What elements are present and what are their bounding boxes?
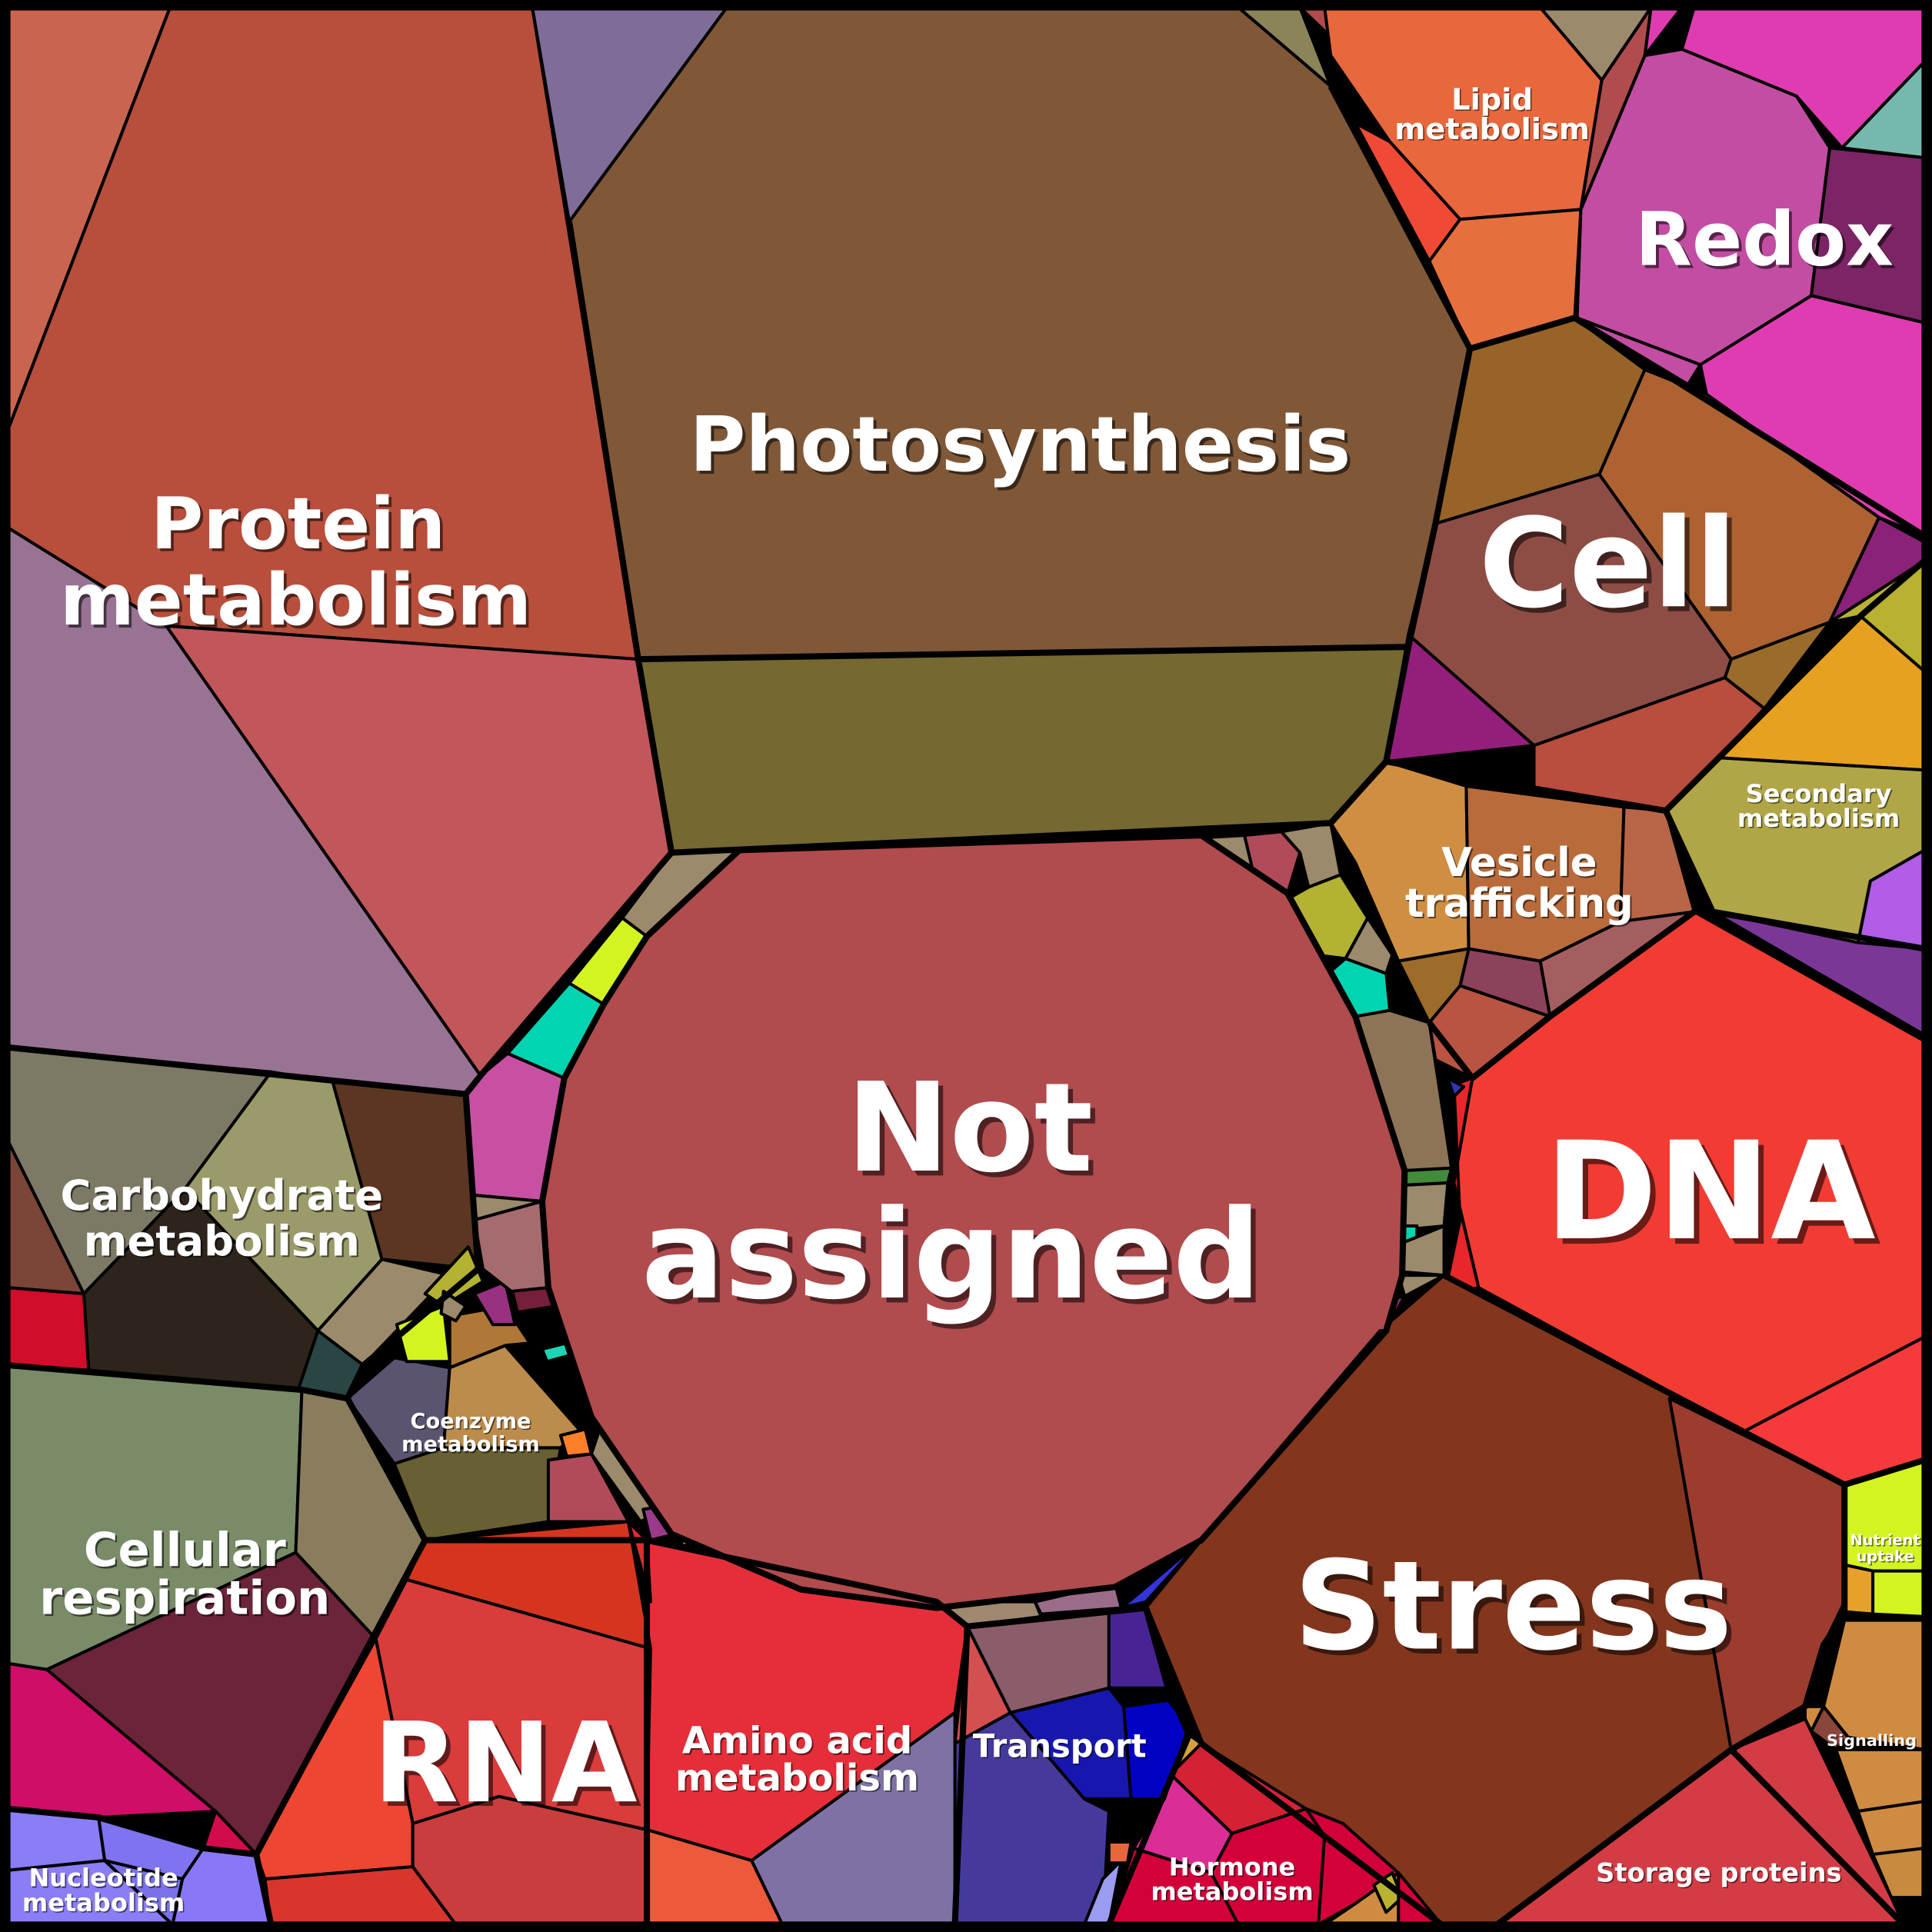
label-secondary-line1-shadow: Secondary [1747, 781, 1893, 810]
label-hormone-line1-shadow: Hormone [1170, 1854, 1297, 1883]
label-lipid-line2: metabolism [1394, 112, 1590, 147]
label-carbohydrate-line2-shadow: metabolism [85, 1218, 361, 1267]
label-photosynthesis: Photosynthesis [690, 401, 1351, 489]
region-redox[interactable] [1575, 5, 1927, 538]
label-lipid-line1-shadow: Lipid [1453, 84, 1534, 118]
label-respiration-line1: Cellular [84, 1523, 286, 1577]
label-respiration-line1-shadow: Cellular [85, 1525, 288, 1580]
label-nutrient-line2-shadow: uptake [1857, 1548, 1915, 1566]
label-coenzyme-line2: metabolism [401, 1433, 540, 1457]
label-stress-shadow: Stress [1299, 1539, 1737, 1683]
label-secondary-line2: metabolism [1737, 804, 1900, 833]
label-nucleotide-line1-shadow: Nucleotide [30, 1864, 179, 1894]
label-carbohydrate-line2: metabolism [84, 1216, 360, 1265]
region-lipid-metabolism[interactable] [1298, 5, 1653, 351]
label-secondary-line1: Secondary [1746, 779, 1892, 808]
label-nutrient-line1: Nutrient [1850, 1531, 1920, 1549]
label-vesicle-line1-shadow: Vesicle [1443, 841, 1598, 888]
label-rna-shadow: RNA [378, 1704, 641, 1833]
label-hormone-line1: Hormone [1169, 1852, 1296, 1881]
region-secondary-metabolism[interactable] [1664, 558, 1927, 951]
label-nucleotide-line1: Nucleotide [28, 1864, 178, 1893]
label-carbohydrate-line1-shadow: Carbohydrate [62, 1172, 385, 1221]
label-dna-shadow: DNA [1551, 1118, 1881, 1276]
label-rna: RNA [373, 1699, 637, 1828]
label-signalling-shadow: Signalling [1828, 1733, 1918, 1751]
label-nucleotide-line2-shadow: metabolism [23, 1889, 185, 1918]
label-not-assigned-line1: Not [846, 1056, 1093, 1200]
label-not-assigned-line2: assigned [641, 1183, 1261, 1327]
label-cell: Cell [1479, 491, 1737, 635]
label-respiration-line2-shadow: respiration [42, 1573, 332, 1627]
label-nucleotide-line2: metabolism [22, 1888, 185, 1917]
region-carbohydrate-metabolism[interactable] [5, 1045, 480, 1401]
label-protein-line1: Protein [151, 482, 445, 565]
label-coenzyme-line1-shadow: Coenzyme [411, 1411, 532, 1434]
label-hormone-line2-shadow: metabolism [1152, 1878, 1314, 1907]
label-not-assigned-line1-shadow: Not [851, 1061, 1098, 1204]
label-secondary-line2-shadow: metabolism [1739, 805, 1901, 834]
label-stress: Stress [1294, 1534, 1732, 1678]
region-cell[interactable] [1384, 316, 1927, 813]
label-coenzyme-line2-shadow: metabolism [403, 1434, 541, 1458]
label-hormone-line2: metabolism [1151, 1877, 1313, 1906]
label-not-assigned-line2-shadow: assigned [646, 1188, 1266, 1331]
label-storage-proteins: Storage proteins [1596, 1857, 1841, 1887]
label-amino-acid-line1: Amino acid [682, 1720, 912, 1763]
region-nucleotide-metabolism[interactable] [5, 1807, 273, 1927]
label-protein-line2-shadow: metabolism [63, 561, 535, 645]
label-nutrient-line2: uptake [1857, 1547, 1914, 1565]
region-signalling[interactable] [1803, 1618, 1927, 1900]
label-cell-shadow: Cell [1484, 497, 1742, 641]
label-transport: Transport [973, 1727, 1147, 1765]
label-dna: DNA [1545, 1112, 1876, 1271]
region-transport[interactable] [953, 1538, 1203, 1927]
label-coenzyme-line1: Coenzyme [411, 1410, 531, 1434]
label-amino-acid-line1-shadow: Amino acid [684, 1721, 914, 1764]
label-redox: Redox [1635, 196, 1894, 282]
major-boundaries [4, 4, 1928, 1928]
label-amino-acid-line2-shadow: metabolism [677, 1758, 921, 1801]
label-amino-acid-line2: metabolism [675, 1757, 919, 1800]
label-carbohydrate-line1: Carbohydrate [60, 1171, 383, 1220]
label-signalling: Signalling [1827, 1731, 1917, 1750]
label-nutrient-line1-shadow: Nutrient [1851, 1533, 1921, 1551]
label-protein-line1-shadow: Protein [154, 485, 448, 568]
label-respiration-line2: respiration [39, 1571, 330, 1626]
region-vesicle-trafficking[interactable] [1329, 760, 1696, 1080]
label-vesicle-line2: trafficking [1405, 881, 1634, 927]
label-redox-shadow: Redox [1638, 199, 1897, 285]
region-coenzyme-metabolism[interactable] [345, 1245, 631, 1542]
label-vesicle-line1: Vesicle [1441, 840, 1597, 886]
label-protein-line2: metabolism [60, 558, 531, 641]
label-transport-shadow: Transport [974, 1728, 1148, 1766]
label-photosynthesis-shadow: Photosynthesis [693, 404, 1354, 492]
label-storage-proteins-shadow: Storage proteins [1597, 1859, 1843, 1889]
label-lipid-line1: Lipid [1451, 83, 1533, 118]
region-nutrient-uptake[interactable] [1843, 1458, 1927, 1618]
region-amino-acid-metabolism[interactable] [645, 1538, 1043, 1927]
label-lipid-line2-shadow: metabolism [1396, 114, 1591, 148]
label-vesicle-line2-shadow: trafficking [1407, 882, 1635, 928]
